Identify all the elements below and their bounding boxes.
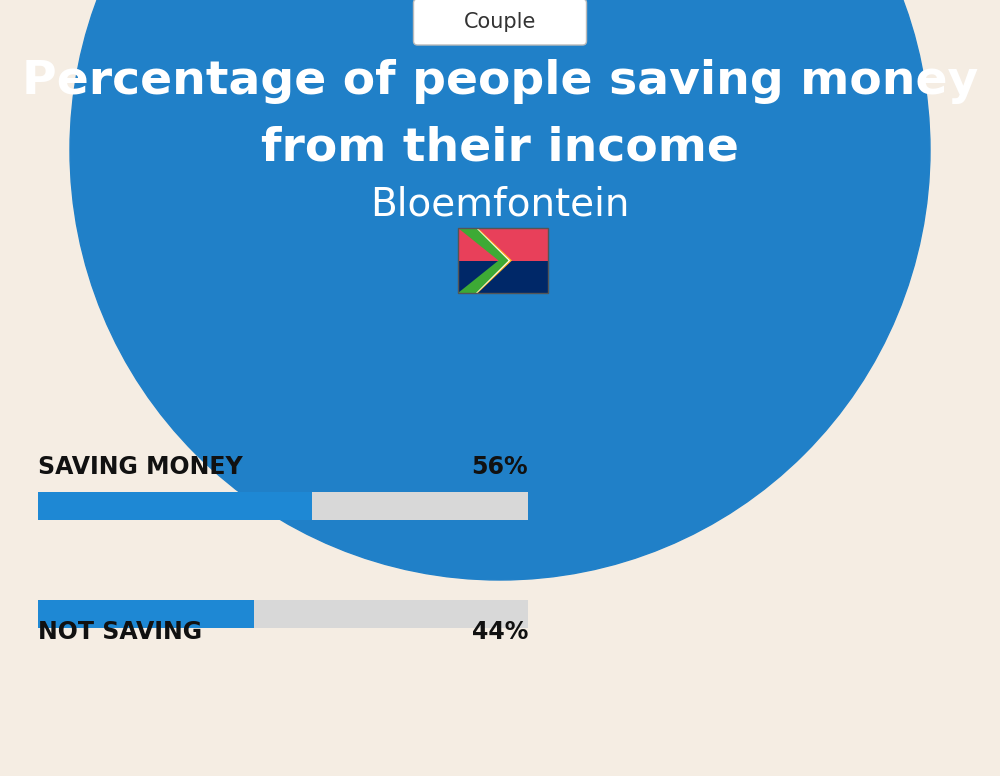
Polygon shape <box>458 228 510 293</box>
Bar <box>458 228 548 293</box>
Text: Percentage of people saving money: Percentage of people saving money <box>22 60 978 105</box>
Bar <box>38 492 312 520</box>
Text: 56%: 56% <box>471 455 528 479</box>
Text: Couple: Couple <box>464 12 536 32</box>
Polygon shape <box>458 228 508 293</box>
Circle shape <box>70 0 930 580</box>
Text: SAVING MONEY: SAVING MONEY <box>38 455 243 479</box>
Text: NOT SAVING: NOT SAVING <box>38 620 202 644</box>
Text: 44%: 44% <box>472 620 528 644</box>
Polygon shape <box>458 228 508 293</box>
Text: Bloemfontein: Bloemfontein <box>370 186 630 224</box>
Bar <box>38 600 254 628</box>
Bar <box>458 261 548 293</box>
FancyBboxPatch shape <box>414 0 586 45</box>
Bar <box>458 228 548 261</box>
Polygon shape <box>458 228 512 293</box>
Bar <box>38 492 528 520</box>
Bar <box>38 600 528 628</box>
Text: from their income: from their income <box>261 126 739 171</box>
